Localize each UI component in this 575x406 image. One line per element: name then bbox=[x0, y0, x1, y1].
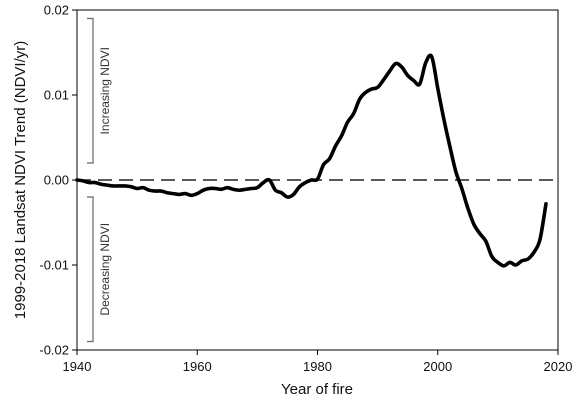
x-tick-label: 2000 bbox=[423, 359, 452, 374]
annotation-layer: Increasing NDVI Decreasing NDVI bbox=[87, 17, 112, 343]
y-tick-label: -0.01 bbox=[39, 258, 69, 273]
x-axis-title: Year of fire bbox=[281, 381, 353, 398]
increasing-ndvi-label: Increasing NDVI bbox=[98, 47, 112, 134]
y-axis-title: 1999-2018 Landsat NDVI Trend (NDVI/yr) bbox=[12, 41, 29, 319]
x-tick-label: 1960 bbox=[183, 359, 212, 374]
increasing-bracket bbox=[87, 17, 94, 164]
ndvi-trend-line bbox=[75, 53, 548, 268]
axes-layer: 1940 1960 1980 2000 2020 0.02 0.01 0.00 -0.01 -0.… bbox=[39, 3, 572, 375]
x-tick-label: 1980 bbox=[303, 359, 332, 374]
decreasing-bracket bbox=[87, 196, 94, 343]
y-tick-label: 0.02 bbox=[44, 3, 69, 18]
decreasing-ndvi-label: Decreasing NDVI bbox=[98, 223, 112, 316]
x-tick-label: 1940 bbox=[63, 359, 92, 374]
x-tick-label: 2020 bbox=[544, 359, 573, 374]
y-tick-label: -0.02 bbox=[39, 343, 69, 358]
y-tick-label: 0.00 bbox=[44, 173, 69, 188]
y-tick-label: 0.01 bbox=[44, 88, 69, 103]
series-layer bbox=[75, 53, 548, 268]
